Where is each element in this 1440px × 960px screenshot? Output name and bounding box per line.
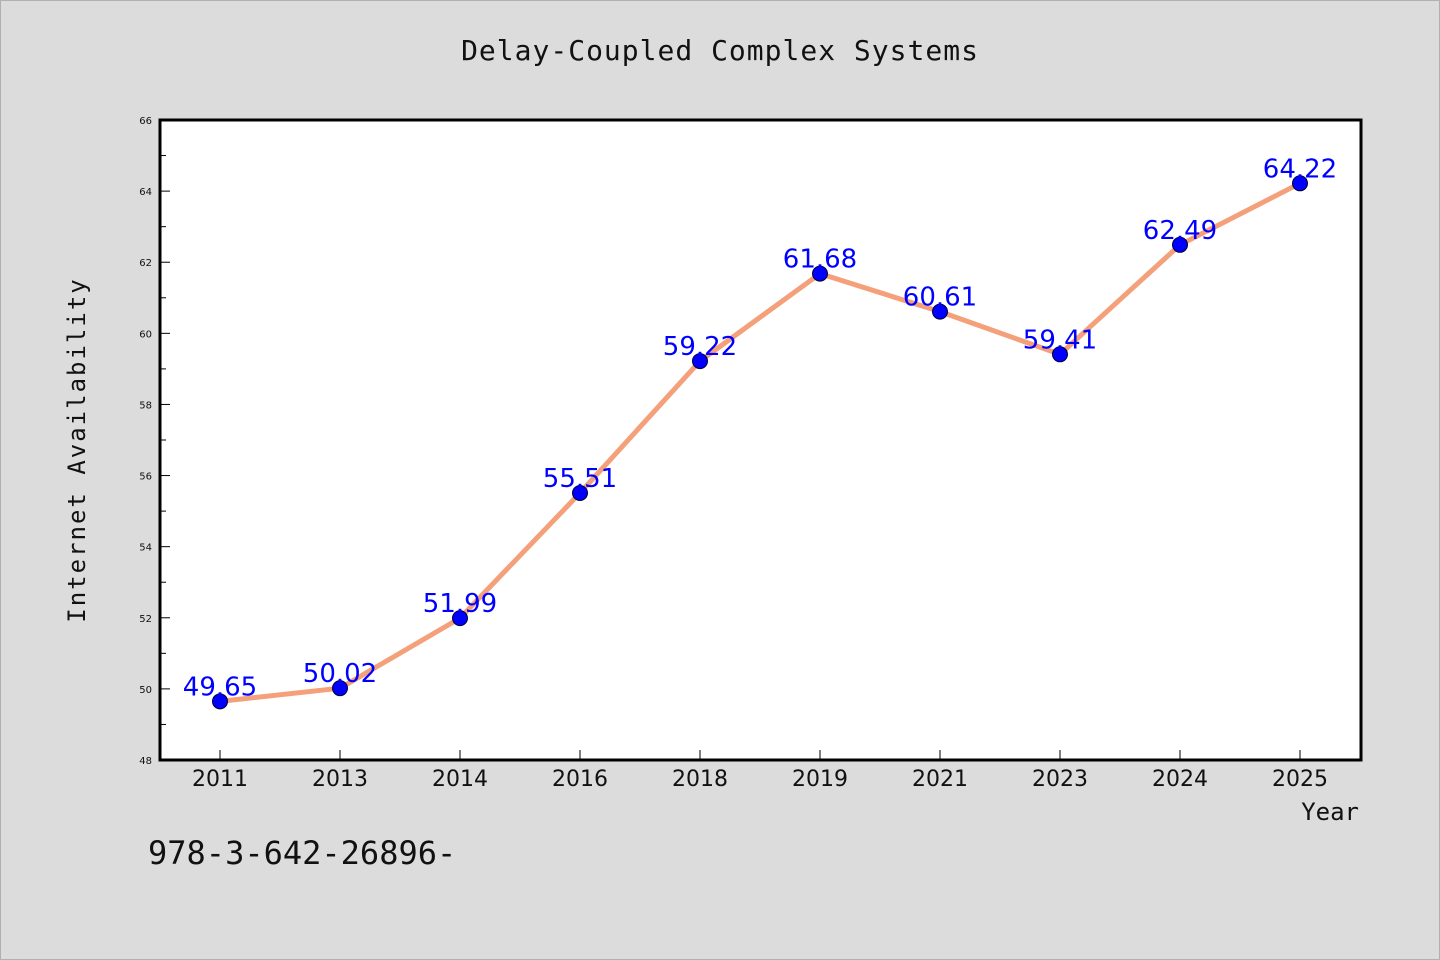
x-tick-label: 2013 [312, 767, 368, 792]
data-point-marker [1052, 346, 1068, 363]
data-label: 62.49 [1143, 216, 1217, 246]
y-tick-label: 52 [139, 614, 152, 625]
series-markers [212, 175, 1308, 710]
data-label: 55.51 [543, 464, 617, 494]
y-axis: 48 50 52 54 56 58 60 62 64 66 [139, 116, 170, 767]
data-point-marker [332, 680, 348, 697]
x-tick-label: 2014 [432, 767, 488, 792]
y-tick-label: 56 [139, 472, 152, 483]
x-tick-label: 2023 [1032, 767, 1088, 792]
y-tick-label: 60 [139, 329, 152, 340]
data-point-marker [572, 484, 588, 501]
x-axis-label: Year [1301, 798, 1359, 826]
data-label: 49.65 [183, 672, 257, 702]
data-point-marker [1172, 236, 1188, 253]
x-axis: 2011 2013 2014 2016 2018 2019 2021 2023 2024 2025 [192, 750, 1328, 792]
data-point-marker [452, 610, 468, 627]
data-point-marker [932, 303, 948, 320]
x-tick-label: 2025 [1272, 767, 1328, 792]
data-label: 64.22 [1263, 154, 1337, 184]
data-labels: 49.65 50.02 51.99 55.51 59.22 61.68 60.61 59.41… [183, 154, 1337, 702]
series-line [217, 180, 1303, 704]
x-tick-label: 2011 [192, 767, 248, 792]
x-tick-label: 2024 [1152, 767, 1208, 792]
data-point-marker [812, 265, 828, 282]
x-tick-label: 2019 [792, 767, 848, 792]
y-tick-label: 50 [139, 685, 152, 696]
plot-area [158, 118, 1363, 762]
x-tick-label: 2016 [552, 767, 608, 792]
data-label: 59.41 [1023, 325, 1097, 355]
data-point-marker [1292, 175, 1308, 192]
y-tick-label: 62 [139, 258, 152, 269]
data-point-marker [692, 353, 708, 370]
x-tick-label: 2018 [672, 767, 728, 792]
data-point-marker [212, 693, 228, 710]
y-tick-label: 64 [139, 187, 152, 198]
data-label: 59.22 [663, 332, 737, 362]
x-tick-label: 2021 [912, 767, 968, 792]
data-label: 50.02 [303, 659, 377, 689]
footer-text: 978-3-642-26896- [148, 834, 457, 872]
y-tick-label: 48 [139, 756, 152, 767]
y-tick-label: 54 [139, 543, 152, 554]
y-tick-label: 66 [139, 116, 152, 127]
chart-title: Delay-Coupled Complex Systems [461, 34, 979, 67]
y-tick-label: 58 [139, 400, 152, 411]
data-label: 60.61 [903, 283, 977, 313]
data-label: 61.68 [783, 245, 857, 275]
y-axis-label: Internet Availability [63, 277, 91, 622]
data-label: 51.99 [423, 589, 497, 619]
